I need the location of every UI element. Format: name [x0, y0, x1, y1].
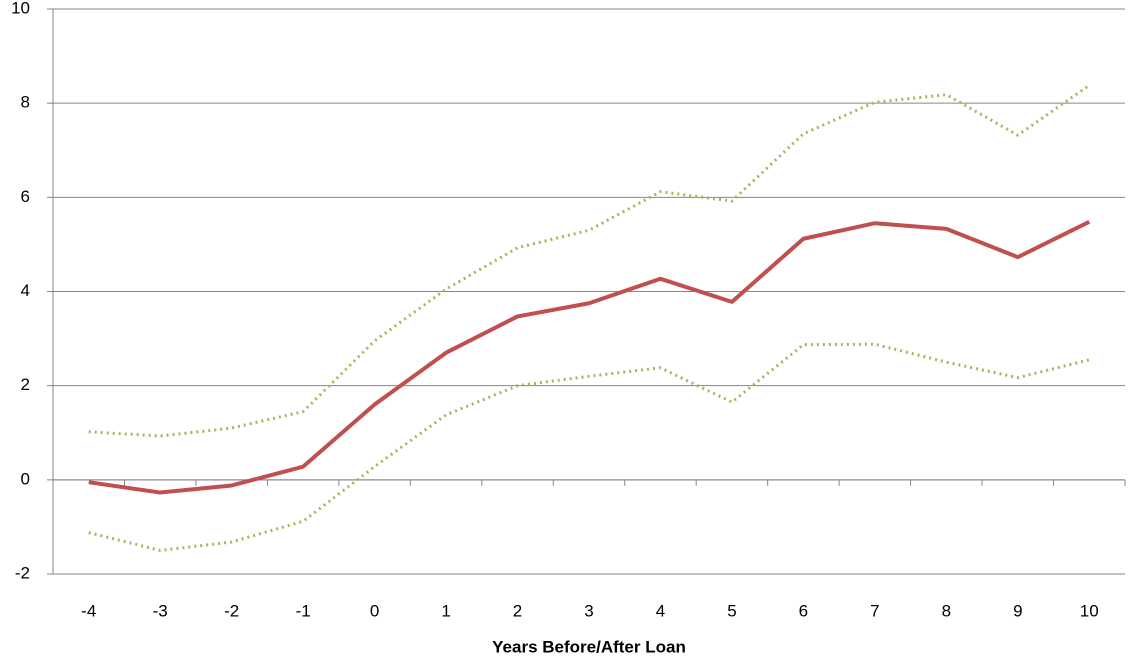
y-tick-label: -2 — [15, 563, 30, 582]
x-tick-label: 7 — [870, 601, 879, 620]
series-line — [88, 342, 1090, 552]
x-tick-label: 0 — [370, 601, 379, 620]
x-tick-label: -2 — [224, 601, 239, 620]
y-tick-label: 10 — [11, 0, 30, 17]
x-tick-label: 10 — [1080, 601, 1099, 620]
series-line — [88, 84, 1091, 438]
x-axis-title: Years Before/After Loan — [492, 637, 686, 656]
y-tick-label: 6 — [21, 187, 30, 206]
series-line — [88, 220, 1091, 495]
x-tick-label: -1 — [296, 601, 311, 620]
x-tick-label: 8 — [942, 601, 951, 620]
x-tick-label: 5 — [727, 601, 736, 620]
x-tick-label: 1 — [441, 601, 450, 620]
x-tick-label: 2 — [513, 601, 522, 620]
x-tick-label: 3 — [584, 601, 593, 620]
y-tick-label: 2 — [21, 375, 30, 394]
x-tick-label: -3 — [153, 601, 168, 620]
y-tick-label: 0 — [21, 469, 30, 488]
x-tick-label: -4 — [81, 601, 96, 620]
x-tick-label: 9 — [1013, 601, 1022, 620]
x-tick-label: 6 — [799, 601, 808, 620]
y-tick-label: 4 — [21, 281, 30, 300]
y-tick-label: 8 — [21, 93, 30, 112]
x-tick-label: 4 — [656, 601, 665, 620]
